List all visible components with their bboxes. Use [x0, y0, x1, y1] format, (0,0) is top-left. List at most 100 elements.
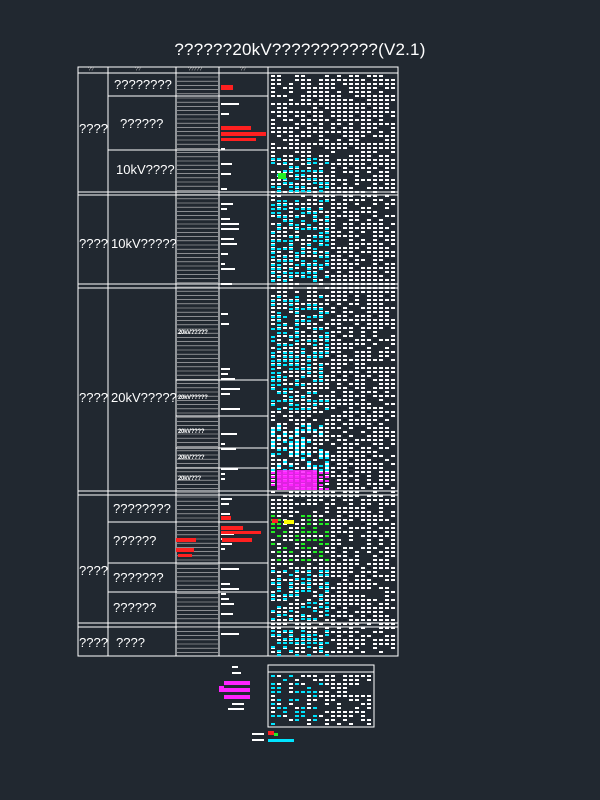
col4-mark [221, 543, 232, 545]
grid-highlight [289, 272, 293, 274]
grid-dot [295, 527, 299, 529]
grid-highlight [289, 352, 293, 354]
grid-dot [301, 539, 305, 541]
grid-dot [379, 315, 383, 317]
grid-dot [373, 611, 377, 613]
grid-dot [271, 567, 275, 569]
grid-dot [349, 599, 353, 601]
grid-dot [379, 611, 383, 613]
grid-dot [379, 275, 383, 277]
grid-dot [379, 199, 383, 201]
aux-mark [343, 715, 347, 717]
grid-dot [373, 443, 377, 445]
grid-dot [277, 131, 281, 133]
grid-dot [349, 595, 353, 597]
grid-dot [313, 359, 317, 361]
grid-dot [355, 595, 359, 597]
grid-dot [361, 611, 365, 613]
grid-dot [313, 575, 317, 577]
grid-dot [355, 255, 359, 257]
grid-highlight [295, 638, 299, 640]
grid-dot [331, 471, 335, 473]
grid-dot [295, 103, 299, 105]
grid-dot [295, 451, 299, 453]
grid-dot [385, 339, 389, 341]
grid-dot [385, 419, 389, 421]
grid-highlight [295, 429, 299, 431]
grid-dot [355, 159, 359, 161]
grid-dot [295, 599, 299, 601]
col4-mark [221, 323, 229, 325]
grid-dot [331, 575, 335, 577]
grid-dot [319, 603, 323, 605]
grid-highlight [307, 356, 311, 358]
grid-dot [337, 487, 341, 489]
grid-dot [289, 91, 293, 93]
grid-highlight [283, 332, 287, 334]
grid-dot [379, 475, 383, 477]
grid-dot [385, 627, 389, 629]
grid-dot [283, 463, 287, 465]
grid-dot [313, 387, 317, 389]
grid-highlight [283, 204, 287, 206]
grid-dot [373, 531, 377, 533]
grid-highlight [271, 404, 275, 406]
grid-dot [391, 511, 395, 513]
grid-dot [379, 507, 383, 509]
grid-dot [337, 275, 341, 277]
grid-dot [295, 611, 299, 613]
grid-dot [361, 143, 365, 145]
aux-mark [313, 699, 317, 701]
grid-highlight [271, 376, 275, 378]
grid-dot [361, 499, 365, 501]
grid-highlight [283, 216, 287, 218]
grid-dot [319, 439, 323, 441]
grid-dot [355, 87, 359, 89]
grid-highlight [301, 252, 305, 254]
grid-dot [361, 211, 365, 213]
grid-dot [283, 439, 287, 441]
grid-highlight [283, 638, 287, 640]
grid-highlight [271, 240, 275, 242]
grid-highlight [307, 212, 311, 214]
grid-dot [355, 507, 359, 509]
grid-dot [289, 211, 293, 213]
grid-dot [325, 519, 329, 521]
grid-highlight [319, 372, 323, 374]
aux-mark [367, 707, 371, 709]
grid-dot [385, 315, 389, 317]
grid-highlight [283, 570, 287, 572]
grid-dot [361, 403, 365, 405]
grid-dot [391, 187, 395, 189]
grid-dot [355, 139, 359, 141]
grid-highlight [283, 260, 287, 262]
grid-dot [337, 327, 341, 329]
grid-dot [295, 239, 299, 241]
grid-dot [325, 119, 329, 121]
grid-dot [277, 287, 281, 289]
grid-dot [343, 547, 347, 549]
grid-dot [331, 531, 335, 533]
grid-dot [385, 175, 389, 177]
grid-dot [325, 467, 329, 469]
grid-dot [283, 87, 287, 89]
grid-dot [295, 347, 299, 349]
grid-dot [301, 239, 305, 241]
grid-dot [331, 291, 335, 293]
grid-dot [391, 131, 395, 133]
grid-dot [355, 383, 359, 385]
grid-dot [367, 147, 371, 149]
grid-dot [331, 339, 335, 341]
grid-highlight [283, 300, 287, 302]
grid-dot [277, 511, 281, 513]
grid-dot [361, 587, 365, 589]
grid-dot [271, 179, 275, 181]
aux-mark [295, 719, 299, 721]
grid-highlight [277, 384, 281, 386]
grid-highlight [301, 352, 305, 354]
grid-dot [391, 183, 395, 185]
grid-dot [331, 467, 335, 469]
grid-highlight [307, 308, 311, 310]
grid-dot [283, 407, 287, 409]
grid-dot [277, 307, 281, 309]
